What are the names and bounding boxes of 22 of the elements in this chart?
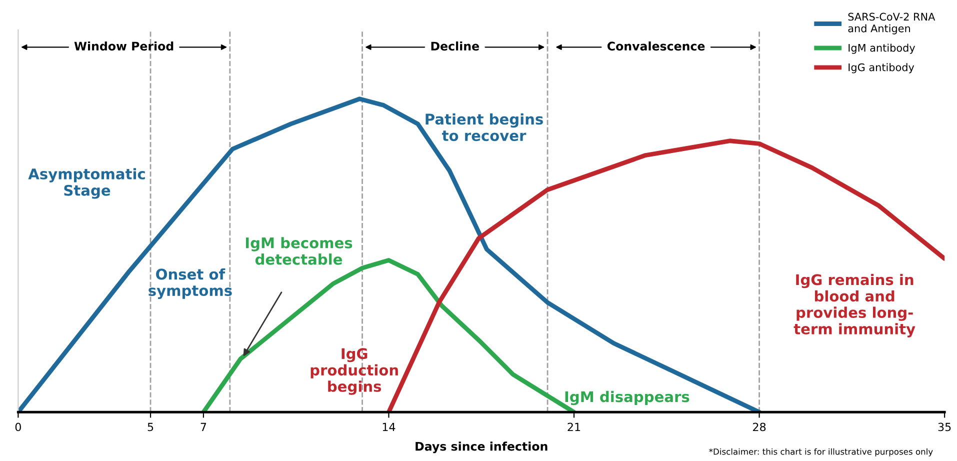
annotation: IgM disappears <box>565 390 690 406</box>
text: Decline <box>431 41 479 51</box>
text: Convalescence <box>607 41 705 51</box>
x-tick-label: 0 <box>15 422 21 432</box>
annotation: Asymptomatic Stage <box>28 168 145 199</box>
x-tick-label: 35 <box>938 422 951 432</box>
annotation: Patient begins to recover <box>426 113 543 142</box>
legend-label: IgM antibody <box>848 44 916 54</box>
annotation: IgM becomes detectable <box>246 237 352 265</box>
text: Window Period <box>74 41 174 51</box>
x-tick-label: 28 <box>753 422 766 432</box>
annotation: Onset of symptoms <box>148 268 232 299</box>
x-tick-label: 5 <box>148 422 154 432</box>
x-tick-label: 14 <box>382 422 396 431</box>
legend-label: IgG antibody <box>848 63 914 74</box>
annotation: IgG production begins <box>310 348 398 395</box>
annotation: IgG remains in blood and provides long- term immunity <box>794 274 916 338</box>
text: *Disclaimer: this chart is for illustrative purposes only <box>709 448 933 456</box>
x-tick-label: 21 <box>568 422 580 431</box>
legend-label: SARS-CoV-2 RNA and Antigen <box>848 12 936 34</box>
x-axis-title: Days since infection <box>416 442 548 454</box>
x-tick-label: 7 <box>200 422 206 431</box>
